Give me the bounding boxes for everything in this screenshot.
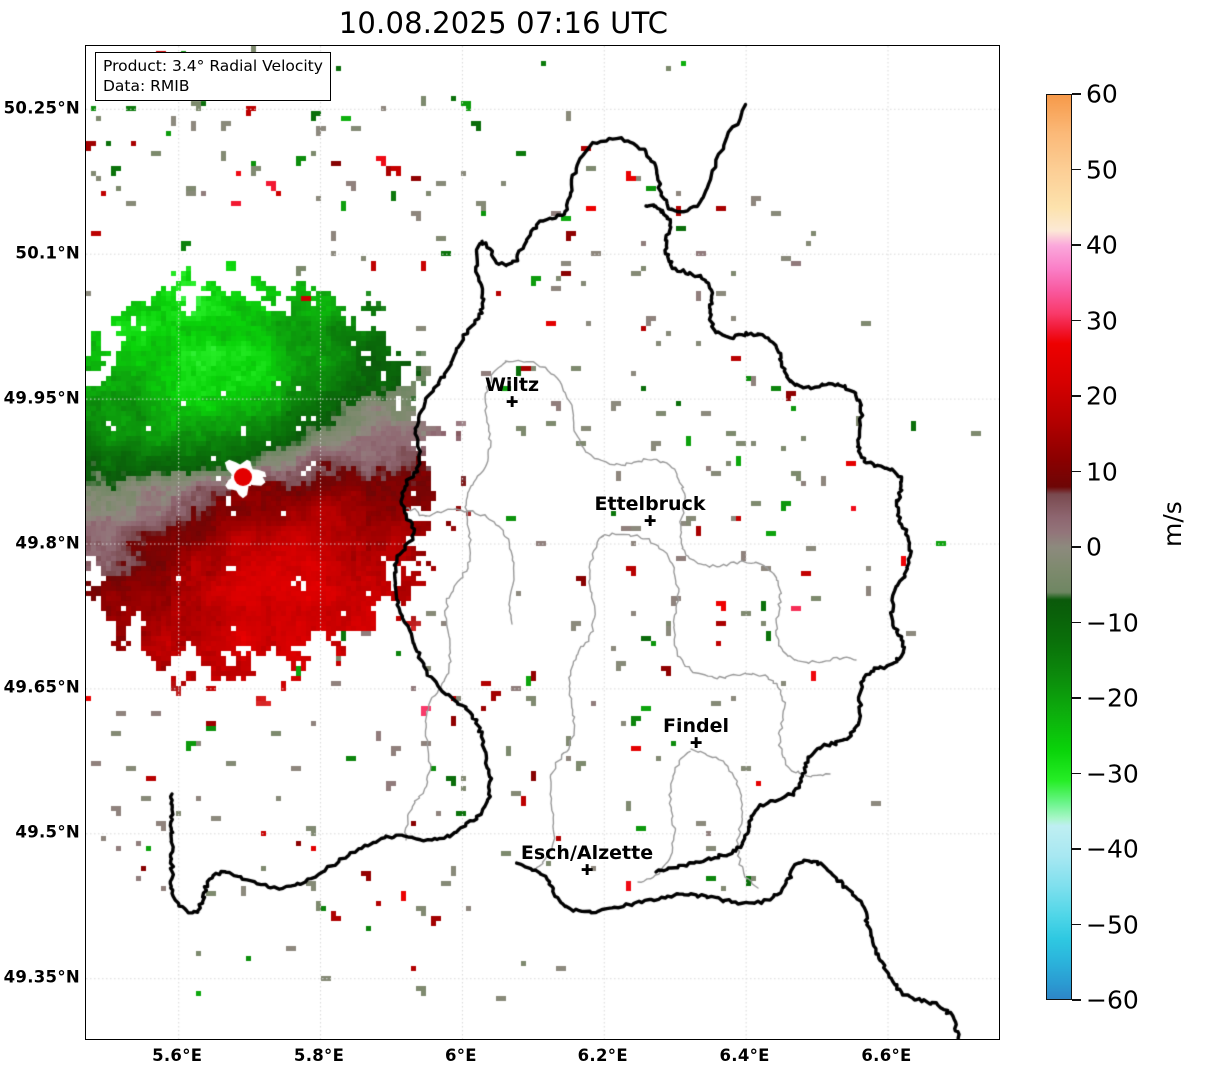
colorbar-tick-label: −30 <box>1086 759 1139 788</box>
colorbar-tick-label: 0 <box>1086 532 1102 562</box>
city-name: Esch/Alzette <box>520 842 654 864</box>
colorbar-tick <box>1072 848 1081 850</box>
lat-tick-label: 49.35°N <box>3 967 80 987</box>
colorbar-tick <box>1072 772 1081 775</box>
city-name: Ettelbruck <box>594 493 706 515</box>
colorbar-tick <box>1072 546 1081 548</box>
city-marker-icon: ✚ <box>505 393 519 411</box>
city-label-ettelbruck: Ettelbruck ✚ <box>594 493 706 530</box>
colorbar-tick <box>1072 93 1081 95</box>
colorbar-tick-label: 10 <box>1086 457 1118 486</box>
colorbar-tick-label: −20 <box>1086 683 1139 713</box>
lat-tick-label: 49.5°N <box>15 822 80 842</box>
colorbar-tick-label: 60 <box>1086 79 1118 109</box>
lon-tick-label: 6°E <box>444 1046 477 1065</box>
colorbar-gradient <box>1047 95 1071 999</box>
colorbar-tick <box>1072 244 1081 246</box>
city-name: Wiltz <box>484 374 540 396</box>
colorbar-tick <box>1072 999 1081 1001</box>
colorbar <box>1046 94 1072 1000</box>
colorbar-tick <box>1072 621 1081 624</box>
lat-tick-label: 50.25°N <box>3 98 80 118</box>
colorbar-tick <box>1072 470 1081 473</box>
lat-tick-label: 49.8°N <box>15 533 80 552</box>
city-marker-icon: ✚ <box>580 861 594 879</box>
lat-tick-label: 50.1°N <box>15 243 80 263</box>
city-label-esch-alzette: Esch/Alzette ✚ <box>520 842 654 879</box>
city-name: Findel <box>662 715 730 737</box>
map-axes <box>85 45 1000 1040</box>
colorbar-tick-label: −50 <box>1086 910 1139 939</box>
city-marker-icon: ✚ <box>689 734 703 752</box>
city-marker-icon: ✚ <box>643 512 657 530</box>
colorbar-tick-label: −10 <box>1086 608 1139 637</box>
lon-tick-label: 5.6°E <box>152 1046 203 1065</box>
colorbar-tick <box>1072 697 1081 699</box>
colorbar-tick <box>1072 395 1081 397</box>
colorbar-tick <box>1072 923 1081 926</box>
product-line: Product: 3.4° Radial Velocity <box>103 57 323 75</box>
colorbar-unit-label: m/s <box>1158 501 1187 547</box>
colorbar-tick-label: −40 <box>1086 834 1139 864</box>
product-info-box: Product: 3.4° Radial Velocity Data: RMIB <box>95 52 331 101</box>
colorbar-tick-label: 20 <box>1086 381 1118 411</box>
lat-tick-label: 49.65°N <box>3 677 80 697</box>
colorbar-tick <box>1072 168 1081 171</box>
radar-velocity-canvas <box>86 46 999 1039</box>
city-label-findel: Findel ✚ <box>662 715 730 752</box>
colorbar-tick-label: 30 <box>1086 306 1118 335</box>
city-label-wiltz: Wiltz ✚ <box>484 374 540 411</box>
lon-tick-label: 6.6°E <box>861 1046 912 1065</box>
colorbar-tick-label: 40 <box>1086 230 1118 260</box>
colorbar-tick-label: 50 <box>1086 155 1118 184</box>
colorbar-tick <box>1072 319 1081 322</box>
page-title: 10.08.2025 07:16 UTC <box>338 6 669 40</box>
lon-tick-label: 5.8°E <box>293 1046 345 1065</box>
lon-tick-label: 6.4°E <box>719 1046 770 1065</box>
data-source-line: Data: RMIB <box>103 77 190 95</box>
colorbar-tick-label: −60 <box>1086 985 1139 1015</box>
lon-tick-label: 6.2°E <box>577 1046 628 1065</box>
lat-tick-label: 49.95°N <box>3 388 80 408</box>
